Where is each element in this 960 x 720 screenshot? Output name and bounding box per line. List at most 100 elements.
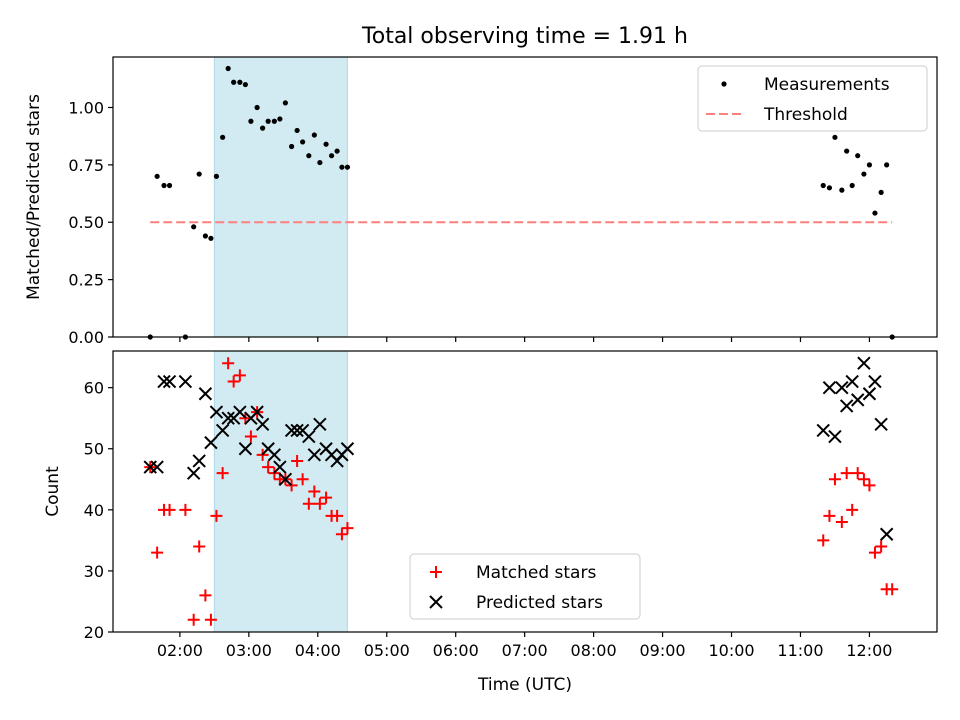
- panel-2-matched-stars-point: [179, 503, 192, 516]
- panel-1-y-tick-label: 0.75: [68, 156, 104, 175]
- x-axis-label: Time (UTC): [477, 675, 572, 695]
- panel-2-predicted-stars-point: [150, 460, 164, 474]
- panel-2-matched-stars-point: [151, 546, 164, 559]
- panel-2-matched-stars-point: [817, 534, 830, 547]
- panel-1-measurements-point: [839, 187, 845, 193]
- panel-1-measurements-point: [328, 153, 335, 159]
- x-tick-label: 08:00: [571, 641, 617, 660]
- panel-2-matched-stars-point: [331, 509, 344, 522]
- panel-2-matched-stars-point: [335, 528, 348, 541]
- panel-1-measurements-point: [334, 148, 340, 154]
- panel-2-predicted-stars-point: [313, 417, 327, 432]
- count-panel: 20 30 40 50 60 02:00 03:00 04:00 05:00 06:00 07:00…: [43, 350, 938, 660]
- panel-2-predicted-stars-point: [267, 448, 282, 462]
- panel-1-legend: Measurements Threshold: [697, 65, 928, 132]
- panel-2-predicted-stars-point: [204, 435, 218, 450]
- x-tick-label: 02:00: [157, 641, 203, 660]
- panel-1-measurements-point: [849, 182, 855, 189]
- panel-1-measurements-point: [820, 182, 826, 189]
- panel-2-predicted-stars-point: [850, 393, 865, 407]
- panel-2-predicted-stars-point: [233, 405, 247, 419]
- panel-1-measurements-point: [339, 164, 345, 170]
- panel-2-predicted-stars-point: [278, 472, 293, 486]
- panel-2-predicted-stars-point: [816, 423, 830, 438]
- panel-2-matched-stars-point: [341, 522, 354, 535]
- x-tick-label: 11:00: [777, 641, 823, 660]
- panel-2-y-tick-label: 30: [84, 562, 104, 581]
- panel-2-matched-stars-point: [163, 503, 176, 516]
- panel-2-predicted-stars-point: [255, 417, 270, 432]
- panel-2-predicted-stars-point: [874, 417, 888, 432]
- x-tick-label: 04:00: [295, 641, 341, 660]
- panel-1-y-tick-label: 0.50: [68, 213, 104, 232]
- panel-2-predicted-stars-point: [857, 356, 871, 370]
- panel-2-y-tick-label: 60: [84, 379, 104, 398]
- panel-2-matched-stars-point: [886, 583, 899, 596]
- panel-1-measurements-point: [866, 162, 873, 168]
- panel-2-predicted-stars-point: [192, 454, 206, 468]
- panel-1-measurements-point: [344, 164, 351, 170]
- panel-2-predicted-stars-point: [250, 405, 264, 419]
- panel-1-measurements-point: [317, 159, 323, 166]
- panel-2-matched-stars-point: [187, 613, 200, 626]
- panel-2-predicted-stars-point: [162, 374, 177, 389]
- legend-label: Measurements: [764, 75, 890, 95]
- panel-2-matched-stars-point: [828, 473, 841, 486]
- panel-1-measurements-point: [878, 189, 884, 196]
- panel-1-measurements-point: [208, 235, 214, 241]
- legend-measurements-marker: [721, 81, 727, 87]
- panel-1-measurements-point: [277, 116, 283, 122]
- panel-2-shaded-span: [213, 350, 348, 633]
- panel-2-predicted-stars-point: [828, 429, 842, 444]
- panel-2-matched-stars-point: [863, 479, 876, 492]
- panel-1-measurements-point: [826, 185, 833, 191]
- panel-1-measurements-point: [306, 153, 312, 159]
- panel-2-predicted-stars-point: [879, 527, 894, 541]
- panel-1-measurements-point: [237, 79, 243, 85]
- panel-1-shaded-span: [213, 56, 348, 338]
- panel-2-y-tick-label: 40: [84, 501, 104, 520]
- panel-1-y-tick-label: 0.00: [68, 328, 104, 347]
- legend-matched-marker: [430, 566, 442, 578]
- panel-2-matched-stars-point: [193, 540, 206, 553]
- panel-1-measurements-point: [311, 132, 317, 138]
- panel-1-measurements-point: [202, 233, 208, 239]
- panel-2-predicted-stars-point: [186, 466, 201, 480]
- panel-2-y-axis-label: Count: [43, 466, 63, 517]
- panel-2-predicted-stars-point: [284, 423, 299, 438]
- panel-2-matched-stars-point: [320, 491, 333, 504]
- x-tick-label: 12:00: [846, 641, 892, 660]
- ratio-panel: 0.00 0.25 0.50 0.75 1.00 Matched/Predicted st…: [24, 56, 938, 347]
- panel-2-predicted-stars-point: [198, 387, 213, 401]
- legend-predicted-marker: [429, 595, 443, 609]
- panel-2-predicted-stars-point: [302, 429, 316, 444]
- panel-2-predicted-stars-point: [178, 374, 193, 389]
- panel-1-measurements-point: [248, 118, 254, 124]
- panel-1-measurements-point: [872, 210, 878, 216]
- panel-2-matched-stars-point: [302, 497, 315, 510]
- panel-2-predicted-stars-point: [839, 399, 854, 413]
- panel-2-predicted-stars-point: [215, 423, 230, 438]
- panel-2-matched-stars-point: [308, 485, 321, 498]
- x-tick-label: 06:00: [433, 641, 479, 660]
- panel-2-predicted-stars-point: [862, 387, 877, 401]
- legend-label: Threshold: [763, 105, 848, 125]
- panel-1-measurements-point: [861, 171, 867, 177]
- panel-2-predicted-stars-point: [868, 374, 882, 389]
- panel-2-matched-stars-point: [846, 503, 859, 516]
- panel-2-matched-stars-point: [262, 461, 275, 474]
- panel-1-measurements-point: [265, 118, 271, 124]
- panel-1-measurements-point: [294, 127, 300, 134]
- panel-1-measurements-point: [260, 125, 266, 131]
- panel-2-legend-box: [409, 553, 641, 620]
- panel-2-matched-stars-point: [313, 497, 326, 510]
- panel-1-y-tick-label: 0.25: [68, 271, 104, 290]
- panel-2-matched-stars-point: [835, 516, 848, 529]
- panel-2-predicted-stars-point: [221, 411, 235, 425]
- panel-2-matched-stars-point: [227, 375, 240, 388]
- panel-2-matched-stars-point: [851, 467, 864, 480]
- panel-1-measurements-point: [213, 173, 220, 179]
- panel-2-predicted-stars-point: [209, 405, 224, 419]
- panel-1-measurements-point: [166, 182, 173, 189]
